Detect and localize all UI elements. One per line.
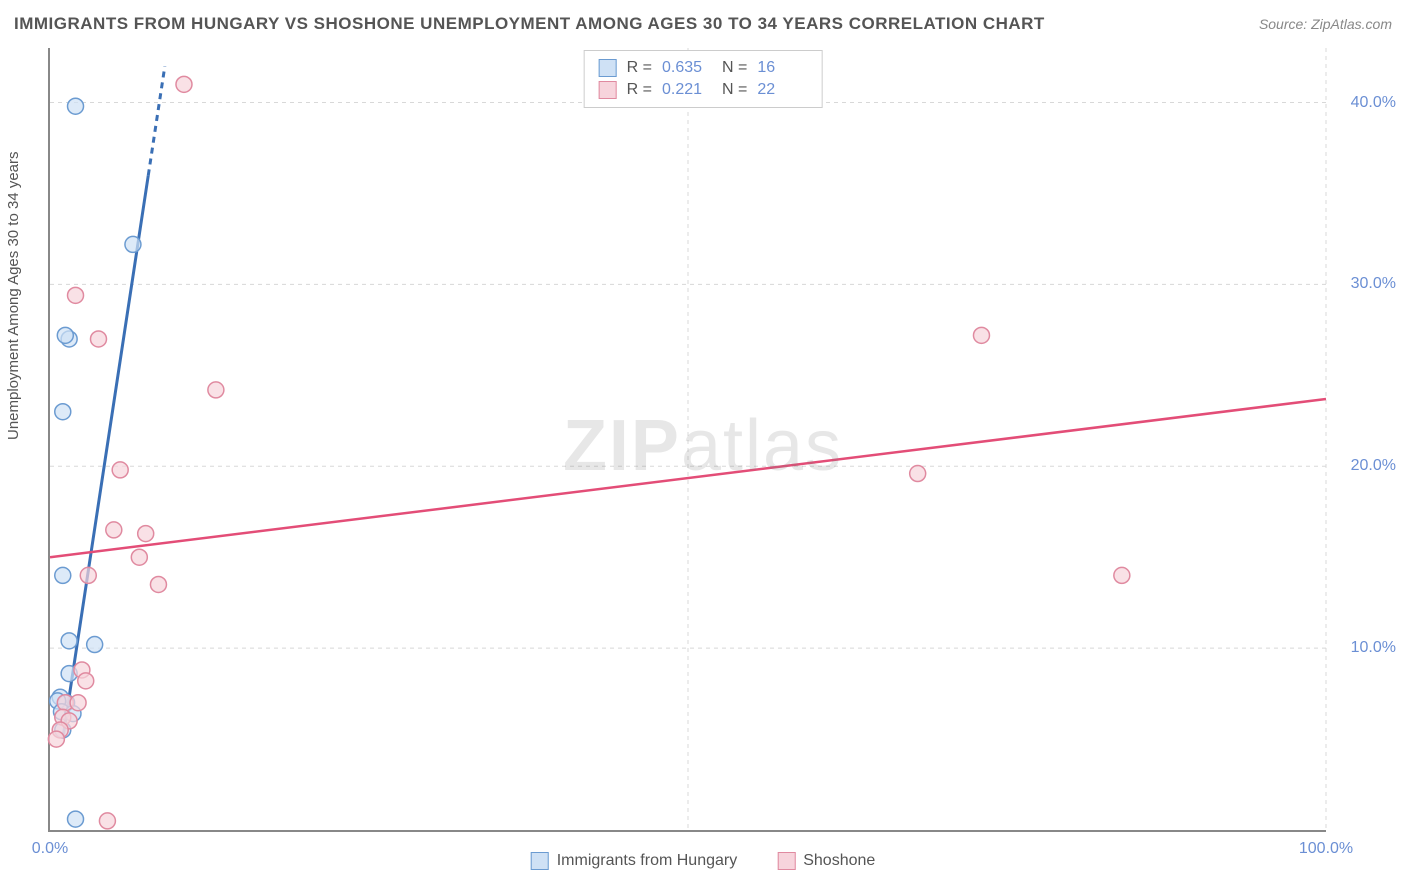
legend-swatch <box>599 81 617 99</box>
y-tick-label: 20.0% <box>1351 457 1396 475</box>
legend-swatch <box>531 852 549 870</box>
legend-r-value: 0.635 <box>662 59 712 77</box>
legend-correlation: R = 0.635 N = 16 R = 0.221 N = 22 <box>584 50 823 108</box>
y-tick-label: 30.0% <box>1351 275 1396 293</box>
legend-series-item: Shoshone <box>777 852 875 870</box>
legend-series-label: Immigrants from Hungary <box>557 852 738 870</box>
chart-title: IMMIGRANTS FROM HUNGARY VS SHOSHONE UNEM… <box>14 14 1045 34</box>
legend-n-label: N = <box>722 81 747 99</box>
legend-r-label: R = <box>627 59 652 77</box>
legend-series-label: Shoshone <box>803 852 875 870</box>
y-tick-label: 40.0% <box>1351 94 1396 112</box>
plot-area: 10.0%20.0%30.0%40.0%0.0%100.0% <box>48 48 1326 832</box>
scatter-chart-svg <box>50 48 1326 830</box>
x-tick-label: 0.0% <box>32 840 68 858</box>
legend-r-value: 0.221 <box>662 81 712 99</box>
legend-series-item: Immigrants from Hungary <box>531 852 738 870</box>
source-label: Source: <box>1259 16 1307 32</box>
title-bar: IMMIGRANTS FROM HUNGARY VS SHOSHONE UNEM… <box>14 14 1392 34</box>
source-attribution: Source: ZipAtlas.com <box>1259 16 1392 32</box>
legend-swatch <box>777 852 795 870</box>
legend-r-label: R = <box>627 81 652 99</box>
y-axis-label: Unemployment Among Ages 30 to 34 years <box>5 151 22 440</box>
legend-swatch <box>599 59 617 77</box>
legend-row: R = 0.635 N = 16 <box>599 57 808 79</box>
legend-n-value: 16 <box>757 59 807 77</box>
legend-row: R = 0.221 N = 22 <box>599 79 808 101</box>
legend-n-label: N = <box>722 59 747 77</box>
x-tick-label: 100.0% <box>1299 840 1353 858</box>
y-tick-label: 10.0% <box>1351 639 1396 657</box>
legend-n-value: 22 <box>757 81 807 99</box>
legend-series: Immigrants from Hungary Shoshone <box>531 852 876 870</box>
source-value: ZipAtlas.com <box>1311 16 1392 32</box>
